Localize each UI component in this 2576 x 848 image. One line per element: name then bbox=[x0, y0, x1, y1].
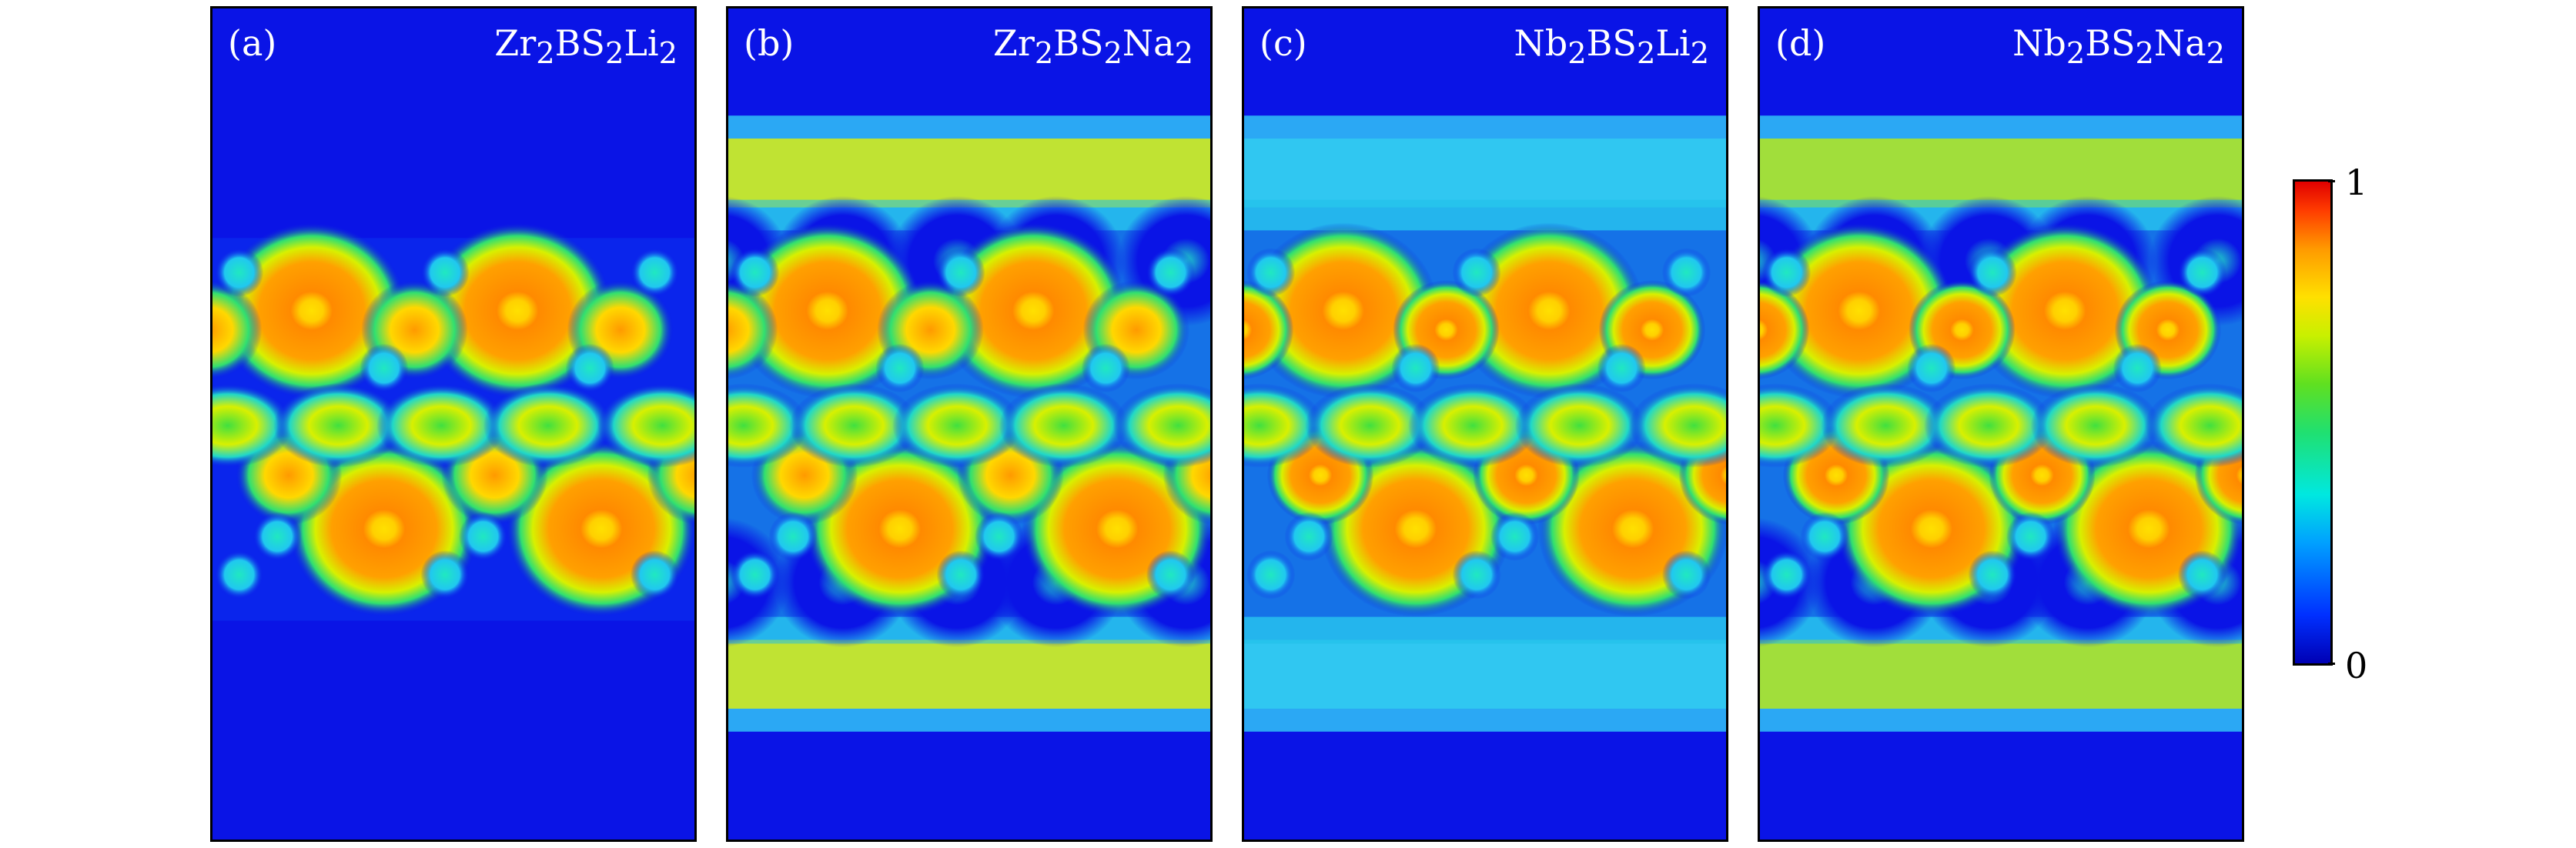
panel-label-a: (a) bbox=[228, 22, 277, 64]
electron-localization-map-b bbox=[728, 115, 1210, 732]
electron-localization-map-d bbox=[1760, 115, 2242, 732]
panel-formula-b: Zr2BS2Na2 bbox=[992, 22, 1193, 72]
electron-localization-map-c bbox=[1244, 115, 1726, 732]
panel-b: (b) Zr2BS2Na2 bbox=[726, 6, 1213, 842]
colorbar-max-label: 1 bbox=[2345, 162, 2368, 203]
panel-d: (d) Nb2BS2Na2 bbox=[1758, 6, 2244, 842]
colorbar-tick-major-bottom bbox=[2328, 663, 2335, 665]
panel-label-c: (c) bbox=[1260, 22, 1307, 64]
colorbar-tick-major-top bbox=[2328, 180, 2335, 182]
panel-formula-a: Zr2BS2Li2 bbox=[494, 22, 677, 72]
panel-formula-d: Nb2BS2Na2 bbox=[2012, 22, 2225, 72]
panel-formula-c: Nb2BS2Li2 bbox=[1514, 22, 1709, 72]
colorbar bbox=[2293, 179, 2333, 666]
panel-label-d: (d) bbox=[1775, 22, 1826, 64]
electron-localization-map-a bbox=[212, 222, 694, 621]
panel-label-b: (b) bbox=[744, 22, 795, 64]
colorbar-min-label: 0 bbox=[2345, 645, 2368, 686]
panel-c: (c) Nb2BS2Li2 bbox=[1242, 6, 1728, 842]
panel-a: (a) Zr2BS2Li2 bbox=[210, 6, 697, 842]
